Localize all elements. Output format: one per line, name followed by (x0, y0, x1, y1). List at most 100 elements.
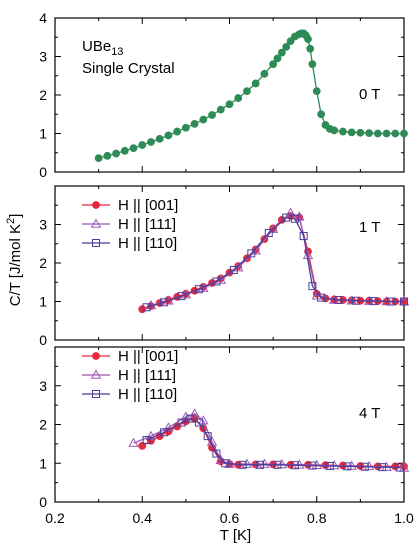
legend-marker (92, 390, 100, 398)
data-point (208, 111, 216, 119)
data-point (347, 128, 356, 137)
y-tick-label: 2 (39, 87, 47, 103)
data-point (400, 297, 408, 306)
data-point (328, 460, 340, 470)
panel-frame (54, 185, 405, 341)
legend-label: H || [110] (118, 235, 177, 252)
legend-label: H || [111] (118, 367, 176, 384)
legend-label: H || [001] (118, 348, 178, 365)
x-tick-label: 0.4 (133, 510, 153, 526)
legend-marker (90, 218, 102, 228)
y-tick-label: 2 (39, 255, 47, 271)
y-axis-title-superscript: 2 (5, 218, 17, 224)
y-tick-label: 1 (39, 455, 47, 471)
y-tick-label: 2 (39, 417, 47, 433)
data-point (363, 460, 375, 471)
data-point (221, 459, 230, 468)
data-point (164, 131, 173, 140)
data-point (356, 128, 365, 137)
data-point (129, 144, 138, 153)
data-point (267, 223, 279, 233)
x-tick-label: 0.8 (307, 510, 327, 526)
y-tick-label: 1 (39, 126, 47, 142)
data-point (400, 129, 408, 138)
data-point (138, 305, 147, 314)
data-point (212, 277, 221, 286)
y-tick-label: 3 (39, 217, 47, 233)
data-point (186, 414, 195, 423)
y-tick-label: 4 (39, 10, 47, 26)
data-point (317, 110, 326, 119)
data-point (128, 437, 139, 447)
data-point (382, 129, 391, 138)
x-tick-label: 1.0 (394, 510, 414, 526)
data-point (94, 154, 103, 163)
data-point (138, 141, 147, 149)
data-point (203, 432, 212, 441)
sample-description: Single Crystal (82, 60, 175, 77)
data-point (251, 79, 260, 88)
data-point (238, 460, 247, 469)
data-point (145, 430, 157, 440)
data-point (311, 459, 323, 469)
data-point (317, 293, 326, 302)
series-h110 (142, 213, 408, 312)
y-tick-label: 0 (39, 332, 47, 348)
sample-name: UBe13 (82, 38, 123, 58)
data-point (163, 422, 174, 432)
data-point (103, 151, 112, 160)
data-point (225, 100, 234, 109)
legend-label: H || [111] (118, 216, 176, 233)
data-point (256, 460, 265, 469)
data-point (194, 285, 203, 294)
data-point (369, 297, 378, 306)
x-tick-label: 0.6 (220, 510, 240, 526)
series-line (146, 216, 404, 308)
data-point (173, 127, 182, 136)
data-point (282, 42, 291, 51)
data-point (276, 459, 288, 469)
x-tick-label: 0.2 (45, 510, 65, 526)
data-point (395, 463, 404, 472)
field-label: 0 T (359, 86, 380, 103)
data-point (294, 459, 305, 469)
data-point (234, 94, 243, 102)
data-point (294, 211, 305, 221)
data-point (112, 149, 120, 158)
data-point (325, 461, 334, 470)
data-point (306, 44, 315, 53)
data-point (330, 126, 339, 135)
data-point (147, 138, 155, 146)
data-point (273, 460, 282, 469)
data-point (264, 228, 273, 237)
data-point (189, 408, 200, 418)
data-point (160, 298, 169, 307)
field-label: 4 T (359, 405, 380, 422)
panel-2: 0 1 2 3 1 T H || [001] H || [111] H || [110] (39, 185, 410, 348)
data-point (277, 48, 286, 57)
data-point (212, 449, 221, 458)
data-point (160, 428, 169, 437)
data-point (155, 134, 164, 143)
data-point (308, 282, 317, 291)
data-point (216, 105, 225, 114)
data-point (181, 123, 190, 132)
data-point (194, 418, 203, 427)
y-tick-label: 0 (39, 164, 47, 180)
data-point (360, 462, 369, 471)
data-point (334, 295, 343, 304)
series-line (146, 417, 400, 469)
data-point (120, 146, 129, 155)
data-point (142, 303, 151, 312)
data-point (138, 441, 147, 450)
data-point (229, 265, 238, 274)
legend-label: H || [001] (118, 197, 178, 214)
data-point (290, 214, 299, 223)
data-point (312, 87, 321, 96)
data-point (365, 129, 373, 138)
data-point (308, 461, 317, 470)
y-tick-label: 0 (39, 494, 47, 510)
data-point (308, 60, 317, 69)
